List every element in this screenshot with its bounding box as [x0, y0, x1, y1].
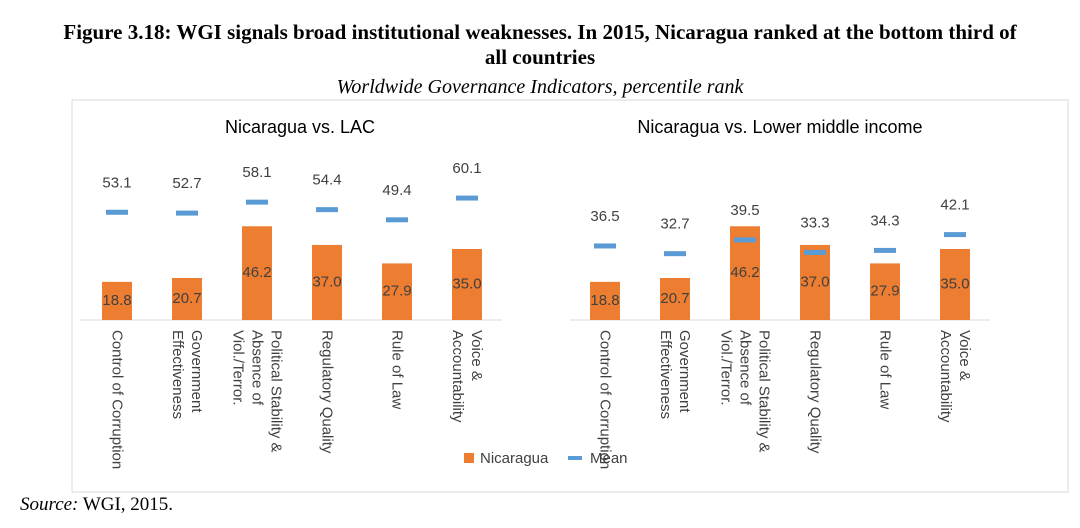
value-label: 39.5	[730, 202, 759, 219]
value-label: 27.9	[870, 283, 899, 300]
source-label: Source:	[20, 494, 79, 515]
legend-swatch	[568, 456, 582, 460]
value-label: 34.3	[870, 212, 899, 229]
value-label: 35.0	[452, 275, 481, 292]
legend-label: Nicaragua	[480, 450, 549, 467]
chart-border	[71, 99, 1069, 493]
source-text: WGI, 2015.	[82, 494, 174, 515]
bar	[800, 244, 830, 320]
mean-dash	[664, 251, 686, 257]
bar	[102, 281, 132, 320]
figure-subtitle: Worldwide Governance Indicators, percent…	[336, 76, 744, 98]
value-label: 27.9	[382, 283, 411, 300]
value-label: 46.2	[242, 264, 271, 281]
mean-dash	[106, 209, 128, 215]
value-label: 53.1	[102, 174, 131, 191]
bar	[312, 244, 342, 320]
legend-label: Mean	[590, 450, 628, 467]
mean-dash	[456, 195, 478, 201]
value-label: 18.8	[102, 292, 131, 309]
legend-swatch	[464, 453, 474, 463]
bar	[452, 249, 482, 320]
x-tick-label: Rule of Law	[876, 330, 894, 410]
x-tick-label: Political Stability & Absence of Viol./T…	[229, 330, 285, 453]
value-label: 32.7	[660, 216, 689, 233]
mean-dash	[804, 249, 826, 255]
panel-title: Nicaragua vs. Lower middle income	[637, 117, 922, 137]
value-label: 60.1	[452, 160, 481, 177]
mean-dash	[246, 199, 268, 205]
source: Source: WGI, 2015.	[20, 494, 173, 516]
value-label: 20.7	[660, 290, 689, 307]
value-label: 54.4	[312, 172, 341, 189]
mean-dash	[386, 217, 408, 223]
value-label: 35.0	[940, 275, 969, 292]
mean-dash	[874, 247, 896, 253]
x-tick-label: Voice & Accountability	[449, 330, 485, 423]
value-label: 42.1	[940, 197, 969, 214]
value-label: 33.3	[800, 214, 829, 231]
bar	[172, 278, 202, 320]
x-tick-label: Control of Corruption	[596, 330, 614, 470]
value-label: 52.7	[172, 175, 201, 192]
value-label: 18.8	[590, 292, 619, 309]
x-tick-label: Voice & Accountability	[937, 330, 973, 423]
bar	[382, 263, 412, 320]
x-tick-label: Government Effectiveness	[657, 330, 693, 419]
x-tick-label: Regulatory Quality	[806, 330, 824, 454]
mean-dash	[944, 232, 966, 238]
value-label: 36.5	[590, 208, 619, 225]
mean-dash	[594, 243, 616, 249]
value-label: 20.7	[172, 290, 201, 307]
bar	[870, 263, 900, 320]
x-tick-label: Political Stability & Absence of Viol./T…	[717, 330, 773, 453]
x-tick-label: Rule of Law	[388, 330, 406, 410]
bar	[242, 226, 272, 320]
value-label: 49.4	[382, 182, 411, 199]
x-tick-label: Regulatory Quality	[318, 330, 336, 454]
bar	[590, 281, 620, 320]
x-tick-label: Control of Corruption	[108, 330, 126, 470]
mean-dash	[316, 207, 338, 213]
value-label: 37.0	[312, 273, 341, 290]
value-label: 37.0	[800, 273, 829, 290]
value-label: 58.1	[242, 164, 271, 181]
panel-title: Nicaragua vs. LAC	[225, 117, 375, 137]
figure-title: Figure 3.18: WGI signals broad instituti…	[63, 20, 1017, 69]
mean-dash	[176, 210, 198, 216]
x-tick-label: Government Effectiveness	[169, 330, 205, 419]
value-label: 46.2	[730, 264, 759, 281]
mean-dash	[734, 237, 756, 243]
bar	[660, 278, 690, 320]
bar	[940, 249, 970, 320]
